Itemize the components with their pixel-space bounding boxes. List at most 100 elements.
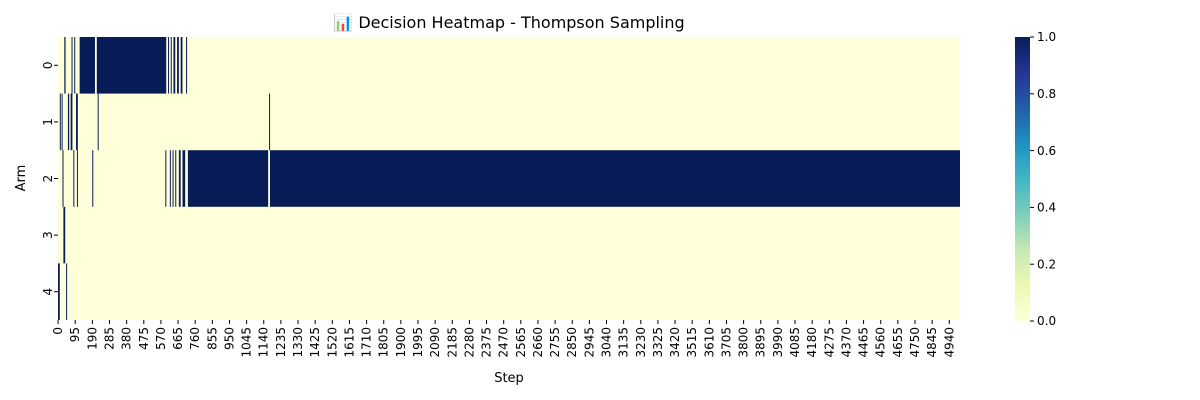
heatmap-cell (61, 93, 63, 151)
x-tick-label: 2850 (565, 327, 579, 358)
heatmap-cell (58, 263, 60, 320)
heatmap-cell (175, 150, 177, 207)
x-tick-label: 3420 (668, 327, 682, 358)
colorbar-tick-label: 0.4 (1037, 201, 1056, 215)
x-tick-label: 1045 (240, 327, 254, 358)
heatmap-cell (66, 263, 68, 320)
heatmap-cell (165, 150, 167, 207)
heatmap-cell (97, 93, 99, 151)
heatmap-cell (173, 37, 176, 94)
x-axis: 0 95 190 285 380 475 570 665 760 855 950 1045 1140 12… (51, 320, 956, 358)
heatmap-cell (186, 37, 188, 94)
x-tick-label: 2945 (582, 327, 596, 358)
x-tick-label: 1235 (274, 327, 288, 358)
heatmap-cell (269, 93, 271, 151)
x-tick-label: 3515 (685, 327, 699, 358)
x-tick-label: 95 (68, 327, 82, 342)
x-tick-label: 2755 (548, 327, 562, 358)
y-axis-label: Arm (14, 165, 29, 192)
x-tick-label: 1425 (308, 327, 322, 358)
x-tick-label: 3040 (600, 327, 614, 358)
colorbar-tick-label: 0.6 (1037, 144, 1056, 158)
x-tick-label: 1995 (411, 327, 425, 358)
x-tick-label: 3610 (702, 327, 716, 358)
heatmap-cell (63, 206, 66, 264)
heatmap-cell (170, 37, 172, 94)
x-tick-label: 3895 (754, 327, 768, 358)
heatmap-cell (79, 37, 95, 94)
x-tick-label: 4465 (857, 327, 871, 358)
colorbar (1015, 37, 1030, 321)
x-tick-label: 1900 (394, 327, 408, 358)
x-tick-label: 4180 (805, 327, 819, 358)
x-tick-label: 855 (205, 327, 219, 350)
heatmap-cell (187, 150, 269, 207)
heatmap-cell (177, 37, 179, 94)
heatmap-cell (178, 150, 181, 207)
y-tick-label: 2 (41, 175, 55, 183)
x-tick-label: 475 (137, 327, 151, 350)
x-tick-label: 4370 (839, 327, 853, 358)
heatmap-cell (64, 37, 66, 94)
x-tick-label: 4655 (891, 327, 905, 358)
heatmap-cell (76, 150, 78, 207)
x-tick-label: 3800 (737, 327, 751, 358)
x-tick-label: 4750 (908, 327, 922, 358)
colorbar-tick-label: 0.8 (1037, 87, 1056, 101)
x-tick-label: 190 (85, 327, 99, 350)
heatmap-cell (71, 37, 73, 94)
y-tick-label: 0 (41, 61, 55, 69)
heatmap-cell (269, 150, 961, 207)
x-tick-label: 950 (222, 327, 236, 350)
x-tick-label: 0 (51, 327, 65, 335)
heatmap-cell (92, 150, 94, 207)
x-tick-label: 4275 (822, 327, 836, 358)
x-tick-label: 1805 (377, 327, 391, 358)
heatmap-cell (74, 37, 76, 94)
colorbar-axis: 0.0 0.2 0.4 0.6 0.8 1.0 (1030, 30, 1056, 328)
heatmap-area (58, 37, 961, 320)
x-tick-label: 2375 (480, 327, 494, 358)
x-tick-label: 2660 (531, 327, 545, 358)
x-tick-label: 3135 (617, 327, 631, 358)
y-axis: 0 1 2 3 4 (41, 61, 58, 296)
heatmap-cell (76, 93, 78, 151)
x-tick-label: 1330 (291, 327, 305, 358)
x-tick-label: 1520 (325, 327, 339, 358)
heatmap-cell (182, 150, 186, 207)
x-tick-label: 570 (154, 327, 168, 350)
heatmap-cell (169, 150, 171, 207)
heatmap-cell (96, 37, 167, 94)
chart-title: 📊 Decision Heatmap - Thompson Sampling (333, 13, 684, 32)
colorbar-tick-label: 1.0 (1037, 30, 1056, 44)
x-tick-label: 1615 (342, 327, 356, 358)
x-tick-label: 4845 (925, 327, 939, 358)
y-tick-label: 4 (41, 288, 55, 296)
x-tick-label: 1140 (257, 327, 271, 358)
x-tick-label: 3705 (719, 327, 733, 358)
x-tick-label: 1710 (360, 327, 374, 358)
heatmap-cell (67, 93, 70, 151)
x-tick-label: 2565 (514, 327, 528, 358)
heatmap-cell (172, 150, 174, 207)
x-tick-label: 4560 (874, 327, 888, 358)
heatmap-cell (180, 37, 183, 94)
y-tick-label: 1 (41, 118, 55, 126)
x-tick-label: 380 (120, 327, 134, 350)
heatmap-cell (62, 150, 64, 207)
x-tick-label: 2470 (497, 327, 511, 358)
x-tick-label: 2185 (445, 327, 459, 358)
colorbar-tick-label: 0.0 (1037, 314, 1056, 328)
x-tick-label: 3325 (651, 327, 665, 358)
x-tick-label: 285 (103, 327, 117, 350)
heatmap-cell (59, 93, 61, 151)
x-tick-label: 3990 (771, 327, 785, 358)
x-tick-label: 2280 (462, 327, 476, 358)
colorbar-tick-label: 0.2 (1037, 257, 1056, 271)
x-axis-label: Step (494, 371, 524, 386)
x-tick-label: 2090 (428, 327, 442, 358)
x-tick-label: 3230 (634, 327, 648, 358)
x-tick-label: 4085 (788, 327, 802, 358)
heatmap-cell (168, 37, 170, 94)
